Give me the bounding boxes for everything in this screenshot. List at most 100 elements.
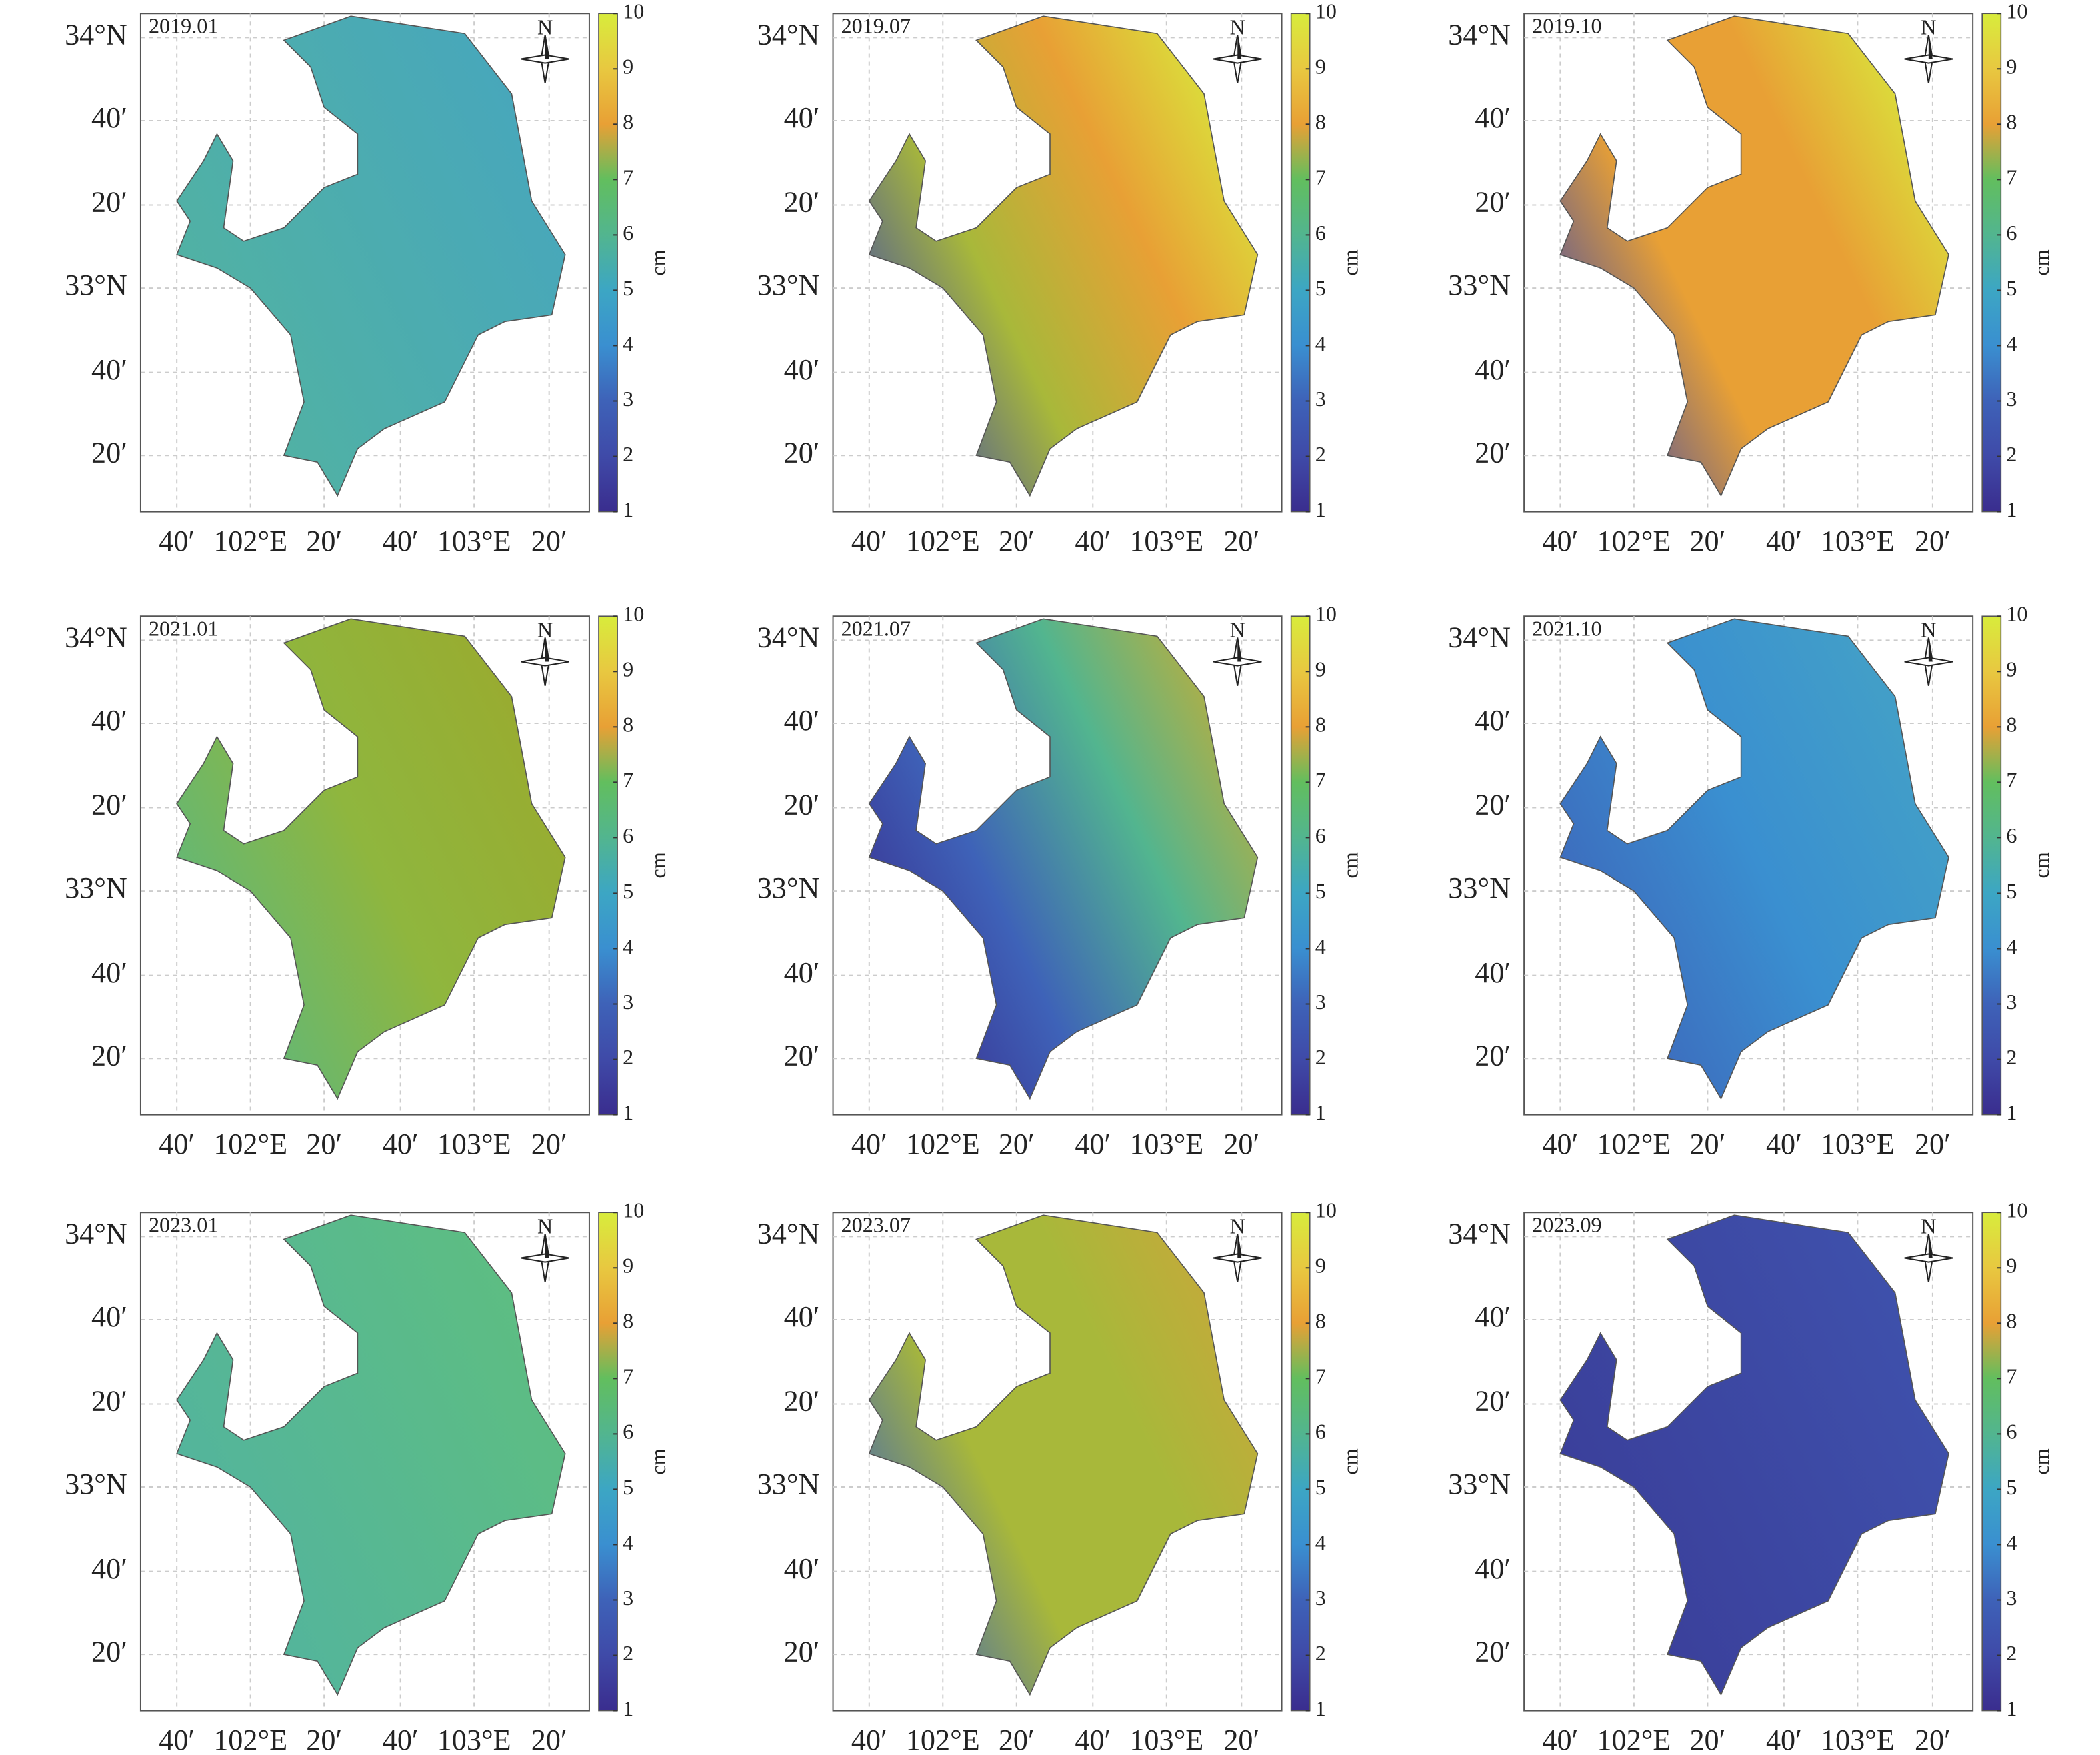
colorbar-tick-label: 1 <box>1315 497 1326 521</box>
colorbar-tick-label: 10 <box>2006 602 2027 626</box>
colorbar-label: cm <box>1338 1448 1362 1474</box>
x-tick-label: 40′ <box>159 1128 195 1160</box>
panel-label: 2019.07 <box>841 14 911 38</box>
colorbar-tick-label: 9 <box>2006 657 2017 681</box>
north-label: N <box>537 1214 553 1238</box>
y-tick-label: 20′ <box>91 436 127 469</box>
y-tick-label: 40′ <box>1475 1300 1511 1333</box>
colorbar-label: cm <box>1338 852 1362 878</box>
colorbar-tick-label: 7 <box>2006 1364 2017 1388</box>
colorbar-tick-label: 5 <box>623 1475 633 1499</box>
x-tick-label: 20′ <box>1915 1724 1951 1755</box>
map-panel: 34°N 40′ 20′ 33°N 40′ 20′ 40′ 102°E 20′ 40′ 103°E 2… <box>1448 1198 2053 1755</box>
x-tick-label: 40′ <box>383 1724 419 1755</box>
panel-label: 2019.10 <box>1532 14 1601 38</box>
panel-label: 2021.01 <box>149 617 218 641</box>
y-tick-label: 40′ <box>91 1300 127 1333</box>
colorbar-tick-label: 9 <box>623 55 633 79</box>
x-tick-label: 103°E <box>1821 525 1895 557</box>
y-tick-label: 40′ <box>91 1552 127 1585</box>
y-tick-label: 33°N <box>65 871 127 904</box>
y-tick-label: 20′ <box>784 186 820 219</box>
map-panel: 34°N 40′ 20′ 33°N 40′ 20′ 40′ 102°E 20′ 40′ 103°E 2… <box>757 0 1363 557</box>
colorbar-tick-label: 6 <box>1315 1420 1326 1444</box>
colorbar-tick-label: 1 <box>623 497 633 521</box>
colorbar-tick-label: 6 <box>2006 823 2017 847</box>
y-tick-label: 33°N <box>65 269 127 301</box>
x-tick-label: 20′ <box>999 525 1035 557</box>
x-tick-label: 40′ <box>383 525 419 557</box>
north-arrow <box>545 1234 549 1258</box>
y-tick-label: 33°N <box>65 1468 127 1500</box>
x-tick-label: 20′ <box>1689 1724 1725 1755</box>
colorbar-tick-label: 5 <box>1315 276 1326 300</box>
x-tick-label: 40′ <box>1542 525 1578 557</box>
colorbar-tick-label: 4 <box>2006 934 2017 958</box>
north-label: N <box>1230 15 1245 39</box>
y-tick-label: 40′ <box>784 353 820 386</box>
colorbar-tick-label: 8 <box>1315 110 1326 134</box>
colorbar-tick-label: 2 <box>2006 1641 2017 1665</box>
colorbar-tick-label: 9 <box>1315 657 1326 681</box>
map-panel: 34°N 40′ 20′ 33°N 40′ 20′ 40′ 102°E 20′ 40′ 103°E 2… <box>65 1198 670 1755</box>
y-tick-label: 34°N <box>757 621 820 654</box>
x-tick-label: 40′ <box>1542 1724 1578 1755</box>
x-tick-label: 20′ <box>531 1128 567 1160</box>
x-tick-label: 103°E <box>437 525 511 557</box>
x-tick-label: 102°E <box>213 525 287 557</box>
x-tick-label: 20′ <box>1223 1724 1259 1755</box>
colorbar-tick-label: 1 <box>2006 1696 2017 1720</box>
colorbar <box>598 13 618 513</box>
x-tick-label: 20′ <box>999 1128 1035 1160</box>
y-tick-label: 33°N <box>757 871 820 904</box>
x-tick-label: 102°E <box>1597 525 1671 557</box>
colorbar-tick-label: 2 <box>623 1641 633 1665</box>
x-tick-label: 102°E <box>1597 1128 1671 1160</box>
colorbar-tick-label: 5 <box>1315 1475 1326 1499</box>
x-tick-label: 20′ <box>1915 525 1951 557</box>
colorbar <box>598 615 618 1116</box>
colorbar-tick-label: 7 <box>623 768 633 792</box>
colorbar-tick-label: 1 <box>2006 497 2017 521</box>
colorbar-tick-label: 6 <box>1315 823 1326 847</box>
colorbar-tick-label: 6 <box>2006 221 2017 245</box>
colorbar-tick-label: 7 <box>1315 768 1326 792</box>
y-tick-label: 33°N <box>1448 1468 1511 1500</box>
colorbar <box>1981 1212 2002 1712</box>
x-tick-label: 20′ <box>1915 1128 1951 1160</box>
x-tick-label: 103°E <box>437 1128 511 1160</box>
y-tick-label: 20′ <box>91 186 127 219</box>
x-tick-label: 102°E <box>213 1128 287 1160</box>
y-tick-label: 20′ <box>1475 186 1511 219</box>
x-tick-label: 40′ <box>851 1128 887 1160</box>
x-tick-label: 40′ <box>159 1724 195 1755</box>
north-label: N <box>1230 1214 1245 1238</box>
x-tick-label: 20′ <box>1689 525 1725 557</box>
y-tick-label: 20′ <box>784 789 820 821</box>
north-label: N <box>1921 15 1936 39</box>
colorbar-tick-label: 3 <box>623 1586 633 1610</box>
colorbar-tick-label: 8 <box>2006 713 2017 737</box>
north-label: N <box>537 15 553 39</box>
x-tick-label: 20′ <box>999 1724 1035 1755</box>
colorbar-label: cm <box>2029 1448 2053 1474</box>
y-tick-label: 20′ <box>784 1385 820 1418</box>
colorbar-tick-label: 5 <box>2006 1475 2017 1499</box>
colorbar-tick-label: 2 <box>1315 1641 1326 1665</box>
colorbar-tick-label: 4 <box>1315 934 1326 958</box>
colorbar-tick-label: 8 <box>623 713 633 737</box>
colorbar-tick-label: 4 <box>1315 331 1326 355</box>
colorbar-tick-label: 2 <box>2006 1045 2017 1069</box>
y-tick-label: 40′ <box>784 704 820 737</box>
colorbar-tick-label: 10 <box>1315 0 1337 23</box>
north-label: N <box>1230 618 1245 642</box>
y-tick-label: 20′ <box>1475 1039 1511 1072</box>
x-tick-label: 40′ <box>159 525 195 557</box>
panel-label: 2023.09 <box>1532 1213 1601 1237</box>
north-arrow <box>545 35 549 59</box>
panel-label: 2019.01 <box>149 14 218 38</box>
north-arrow <box>1928 637 1933 662</box>
x-tick-label: 40′ <box>1766 525 1802 557</box>
colorbar-tick-label: 10 <box>623 1198 644 1222</box>
y-tick-label: 34°N <box>65 19 127 51</box>
